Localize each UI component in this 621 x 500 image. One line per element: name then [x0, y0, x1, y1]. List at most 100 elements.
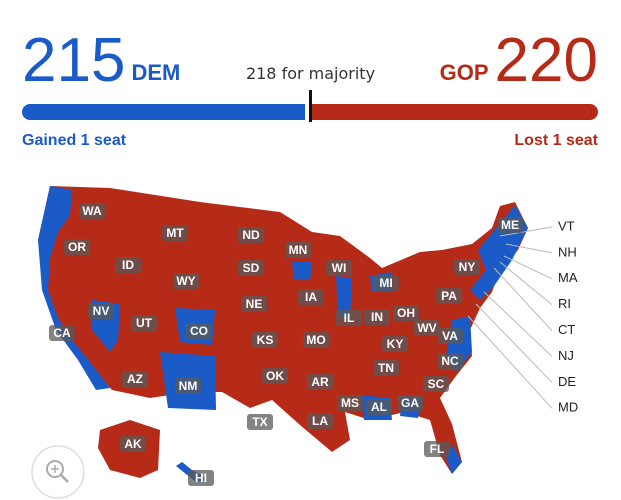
state-label: ME [501, 218, 519, 232]
state-label: UT [136, 316, 153, 330]
callout-line [475, 303, 553, 383]
callout-line [505, 243, 553, 254]
state-label-bg [49, 325, 75, 341]
callout-label: VT [558, 218, 575, 233]
state-label: MO [306, 333, 325, 347]
state-label: HI [195, 471, 207, 485]
state-label: NC [441, 354, 459, 368]
state-label-bg [424, 441, 450, 457]
state-label: MS [341, 396, 359, 410]
majority-label: 218 for majority [245, 64, 376, 83]
state-label-bg [79, 203, 105, 219]
state-label-bg [326, 260, 352, 276]
state-label: OK [266, 369, 284, 383]
callout-line [499, 261, 553, 306]
state-label-bg [307, 413, 333, 429]
state-label: NY [459, 260, 476, 274]
callout-line [483, 291, 553, 357]
state-label: WA [82, 204, 102, 218]
dem-bar [22, 104, 305, 120]
state-label-bg [122, 371, 148, 387]
state-label: NV [93, 304, 110, 318]
state-label-bg [120, 436, 146, 452]
state-label-bg [252, 332, 278, 348]
callout-label: RI [558, 296, 571, 311]
state-label: ND [242, 228, 260, 242]
state-label: WV [417, 321, 436, 335]
state-label-bg [285, 242, 311, 258]
state-label-bg [188, 470, 214, 486]
state-label: NE [246, 297, 263, 311]
callout-label: DE [558, 374, 576, 389]
majority-marker [309, 90, 313, 122]
state-label-bg [393, 305, 419, 321]
state-label: VA [442, 329, 458, 343]
state-label-bg [366, 399, 392, 415]
state-label-bg [336, 310, 362, 326]
callout-line [503, 255, 553, 280]
state-label: KY [387, 337, 404, 351]
state-label: SC [428, 377, 445, 391]
state-label-bg [247, 414, 273, 430]
state-label-bg [64, 239, 90, 255]
gop-party: GOP [439, 60, 489, 85]
callout-lines [467, 226, 553, 409]
state-label: AR [311, 375, 329, 389]
seat-bar [22, 90, 598, 122]
state-label: NM [179, 379, 198, 393]
state-label-bg [238, 227, 264, 243]
zoom-button[interactable] [31, 445, 85, 499]
state-label-bg [437, 353, 463, 369]
state-label-bg [238, 260, 264, 276]
state-label: MN [289, 243, 308, 257]
callout-label: NH [558, 244, 577, 259]
gop-seats: 220 [494, 26, 598, 95]
state-label: GA [401, 396, 419, 410]
state-label: OH [397, 306, 415, 320]
callout-label: NJ [558, 348, 574, 363]
state-label-bg [373, 360, 399, 376]
state-label: MI [379, 276, 392, 290]
state-label: CA [53, 326, 71, 340]
state-label-bg [115, 257, 141, 273]
state-label: CO [190, 324, 208, 338]
state-label: LA [312, 414, 328, 428]
callout-line [499, 226, 553, 237]
state-labels: WA OR MT ND MN ID WY SD WI MI NY ME NV UT CO NE IA IL IN OH… [49, 203, 523, 486]
state-label: KS [257, 333, 274, 347]
state-label: AZ [127, 372, 143, 386]
callout-label: CT [558, 322, 575, 337]
state-label: TX [252, 415, 267, 429]
state-label: OR [68, 240, 86, 254]
state-label-bg [186, 323, 212, 339]
state-label-bg [423, 376, 449, 392]
state-label-bg [337, 395, 363, 411]
state-label-bg [364, 309, 390, 325]
state-label-bg [373, 275, 399, 291]
callout-label: MD [558, 400, 578, 415]
dem-change: Gained 1 seat [22, 132, 127, 149]
state-label: PA [441, 289, 457, 303]
state-label-bg [437, 328, 463, 344]
state-label-bg [131, 315, 157, 331]
state-label: SD [243, 261, 260, 275]
state-label: WY [176, 274, 195, 288]
state-label-bg [307, 374, 333, 390]
state-label-bg [414, 320, 440, 336]
state-label-bg [162, 225, 188, 241]
gop-change: Lost 1 seat [514, 132, 598, 149]
state-label-bg [497, 217, 523, 233]
dem-seats: 215 [22, 26, 126, 95]
state-label-bg [175, 378, 201, 394]
callout-line [493, 267, 553, 331]
state-label-bg [241, 296, 267, 312]
state-label-bg [454, 259, 480, 275]
state-label: TN [378, 361, 394, 375]
state-label: MT [166, 226, 184, 240]
state-label: FL [430, 442, 445, 456]
gop-bar [308, 104, 598, 120]
state-label: IL [344, 311, 355, 325]
state-label-bg [298, 289, 324, 305]
